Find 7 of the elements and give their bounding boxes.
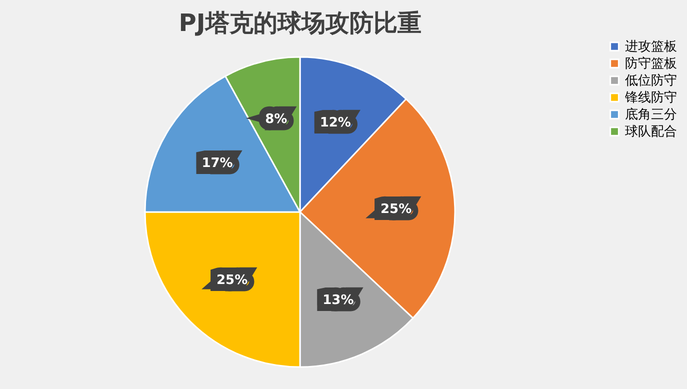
chart-title: PJ塔克的球场攻防比重 <box>178 9 422 37</box>
legend-label: 低位防守 <box>625 74 677 88</box>
legend-label: 防守篮板 <box>625 56 677 72</box>
legend-label: 锋线防守 <box>624 90 677 106</box>
legend-label: 进攻篮板 <box>625 40 677 54</box>
legend-label: 球队配合 <box>625 124 677 140</box>
legend-label: 底角三分 <box>625 108 677 122</box>
